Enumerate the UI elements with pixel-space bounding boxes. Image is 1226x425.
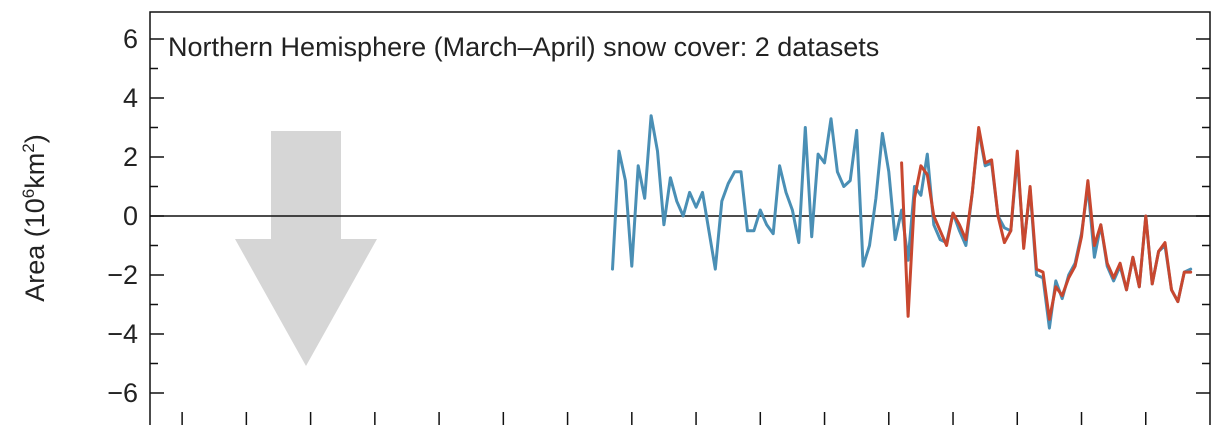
x-axis-ticks bbox=[181, 412, 1147, 425]
series-layer bbox=[611, 114, 1193, 330]
y-axis-label-sup1: 6 bbox=[19, 189, 38, 198]
y-axis-label-suffix: ) bbox=[20, 134, 50, 143]
series-line-2 bbox=[900, 126, 1193, 321]
y-axis-label-sup2: 2 bbox=[19, 143, 38, 152]
y-tick-label: −2 bbox=[107, 260, 138, 290]
y-tick-label: 6 bbox=[123, 24, 138, 54]
y-tick-label: 2 bbox=[123, 142, 138, 172]
y-tick-label: −6 bbox=[107, 378, 138, 408]
y-tick-label: 4 bbox=[123, 83, 138, 113]
series-line-1 bbox=[611, 114, 1193, 330]
y-axis-tick-labels: 6 4 2 0 −2 −4 −6 bbox=[107, 24, 138, 408]
y-axis-label-mid: km bbox=[20, 153, 50, 189]
y-tick-label: −4 bbox=[107, 319, 138, 349]
y-axis-label-prefix: Area (10 bbox=[20, 198, 50, 302]
y-axis-label: Area (106km2) bbox=[19, 134, 50, 302]
chart-title: Northern Hemisphere (March–April) snow c… bbox=[168, 32, 879, 62]
y-tick-label: 0 bbox=[123, 201, 138, 231]
y-axis-ticks bbox=[150, 38, 1210, 394]
plot-frame bbox=[149, 11, 1211, 425]
downward-trend-arrow-icon bbox=[235, 131, 377, 366]
